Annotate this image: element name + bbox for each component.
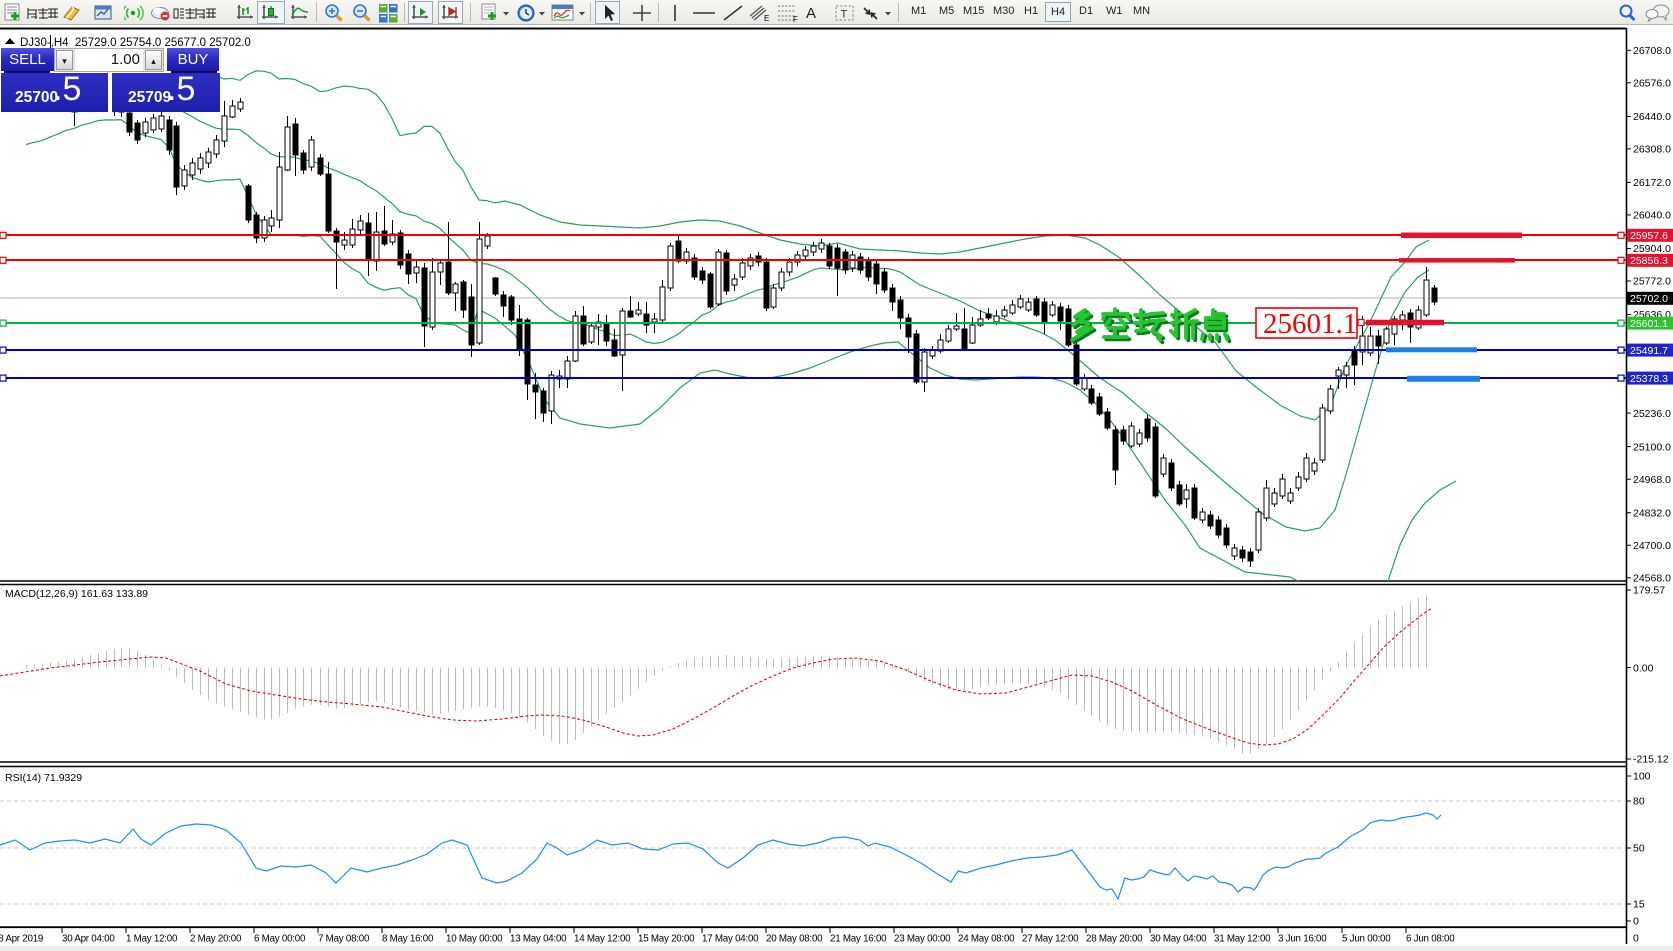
svg-text:F: F <box>793 15 798 23</box>
svg-text:26172.0: 26172.0 <box>1633 177 1671 189</box>
svg-text:0: 0 <box>1633 916 1639 928</box>
svg-text:25601.1: 25601.1 <box>1263 308 1357 340</box>
svg-text:24968.0: 24968.0 <box>1633 474 1671 486</box>
svg-text:7 May 08:00: 7 May 08:00 <box>318 934 370 945</box>
svg-text:26708.0: 26708.0 <box>1633 45 1671 57</box>
svg-text:24568.0: 24568.0 <box>1633 573 1671 585</box>
svg-text:13 May 04:00: 13 May 04:00 <box>510 934 567 945</box>
svg-text:24700.0: 24700.0 <box>1633 540 1671 552</box>
svg-text:25491.7: 25491.7 <box>1630 345 1668 357</box>
svg-text:14 May 12:00: 14 May 12:00 <box>574 934 631 945</box>
svg-text:15: 15 <box>1633 899 1645 911</box>
svg-text:0.00: 0.00 <box>1633 662 1654 674</box>
svg-text:10 May 00:00: 10 May 00:00 <box>446 934 503 945</box>
svg-text:2 May 20:00: 2 May 20:00 <box>190 934 242 945</box>
svg-text:25772.0: 25772.0 <box>1633 276 1671 288</box>
svg-text:25236.0: 25236.0 <box>1633 408 1671 420</box>
svg-text:24832.0: 24832.0 <box>1633 507 1671 519</box>
svg-text:1 May 12:00: 1 May 12:00 <box>126 934 178 945</box>
svg-text:0: 0 <box>1633 933 1639 945</box>
svg-text:28 May 20:00: 28 May 20:00 <box>1086 934 1143 945</box>
svg-text:179.57: 179.57 <box>1633 585 1665 597</box>
svg-text:100: 100 <box>1633 771 1651 783</box>
svg-text:30 May 04:00: 30 May 04:00 <box>1150 934 1207 945</box>
svg-text:RSI(14) 71.9329: RSI(14) 71.9329 <box>5 772 82 784</box>
svg-text:25378.3: 25378.3 <box>1630 373 1668 385</box>
svg-text:80: 80 <box>1633 796 1645 808</box>
svg-text:27 May 12:00: 27 May 12:00 <box>1022 934 1079 945</box>
svg-text:25856.3: 25856.3 <box>1630 255 1668 267</box>
svg-text:6 Jun 08:00: 6 Jun 08:00 <box>1406 934 1455 945</box>
svg-text:21 May 16:00: 21 May 16:00 <box>830 934 887 945</box>
svg-text:25100.0: 25100.0 <box>1633 441 1671 453</box>
svg-text:25957.6: 25957.6 <box>1630 230 1668 242</box>
svg-text:17 May 04:00: 17 May 04:00 <box>702 934 759 945</box>
svg-text:25904.0: 25904.0 <box>1633 243 1671 255</box>
svg-text:3 Jun 16:00: 3 Jun 16:00 <box>1278 934 1327 945</box>
svg-text:25702.0: 25702.0 <box>1630 293 1668 305</box>
svg-text:24 May 08:00: 24 May 08:00 <box>958 934 1015 945</box>
svg-text:E: E <box>764 14 769 23</box>
svg-text:28 Apr 2019: 28 Apr 2019 <box>0 934 43 945</box>
svg-text:31 May 12:00: 31 May 12:00 <box>1214 934 1271 945</box>
svg-text:50: 50 <box>1633 843 1645 855</box>
svg-text:-215.12: -215.12 <box>1633 754 1669 766</box>
svg-text:6 May 00:00: 6 May 00:00 <box>254 934 306 945</box>
svg-text:30 Apr 04:00: 30 Apr 04:00 <box>62 934 115 945</box>
svg-text:20 May 08:00: 20 May 08:00 <box>766 934 823 945</box>
svg-text:DJ30-,H4 25729.0 25754.0 2567: DJ30-,H4 25729.0 25754.0 25677.0 25702.0 <box>20 37 251 49</box>
svg-text:8 May 16:00: 8 May 16:00 <box>382 934 434 945</box>
svg-text:15 May 20:00: 15 May 20:00 <box>638 934 695 945</box>
svg-text:26576.0: 26576.0 <box>1633 78 1671 90</box>
svg-text:26040.0: 26040.0 <box>1633 210 1671 222</box>
svg-text:26308.0: 26308.0 <box>1633 144 1671 156</box>
svg-text:MACD(12,26,9) 161.63 133.89: MACD(12,26,9) 161.63 133.89 <box>5 588 148 600</box>
svg-text:T: T <box>841 9 848 21</box>
svg-text:25601.1: 25601.1 <box>1630 318 1668 330</box>
svg-text:26440.0: 26440.0 <box>1633 111 1671 123</box>
svg-text:5 Jun 00:00: 5 Jun 00:00 <box>1342 934 1391 945</box>
svg-text:23 May 00:00: 23 May 00:00 <box>894 934 951 945</box>
